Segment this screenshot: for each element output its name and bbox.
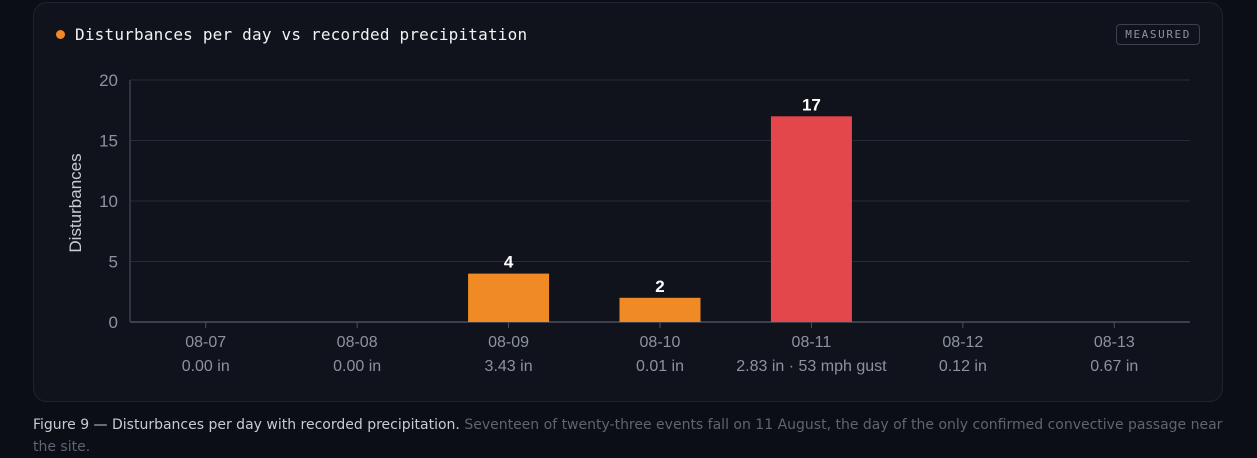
- bar: [468, 273, 550, 322]
- x-tick-label: 08-08: [337, 334, 378, 351]
- x-tick-label: 08-10: [640, 334, 681, 351]
- x-tick-label: 08-07: [185, 334, 226, 351]
- bar: [770, 116, 852, 322]
- y-tick-label: 20: [99, 71, 118, 90]
- y-tick-label: 5: [109, 253, 118, 272]
- chart-title: Disturbances per day vs recorded precipi…: [75, 25, 528, 44]
- y-axis-label: Disturbances: [66, 153, 85, 252]
- bar-chart: 0 5 10 15 20 Disturbances 08-07 0.00 in 08-08 0.0…: [66, 71, 1190, 375]
- y-tick-label: 0: [109, 313, 118, 332]
- chart-header: Disturbances per day vs recorded precipi…: [56, 25, 527, 44]
- y-tick-label: 15: [99, 132, 118, 151]
- caption-lead: Figure 9 — Disturbances per day with rec…: [33, 417, 460, 433]
- precipitation-label: 0.00 in: [182, 358, 230, 375]
- figure-caption: Figure 9 — Disturbances per day with rec…: [33, 414, 1223, 458]
- bar: [619, 297, 701, 322]
- precipitation-label: 0.00 in: [333, 358, 381, 375]
- bar-value-label: 17: [802, 95, 821, 114]
- x-tick-label: 08-09: [488, 334, 529, 351]
- precipitation-label: 2.83 in · 53 mph gust: [736, 358, 887, 375]
- measured-badge: MEASURED: [1116, 24, 1200, 45]
- precipitation-label: 0.01 in: [636, 358, 684, 375]
- chart-card: Disturbances per day vs recorded precipi…: [33, 2, 1223, 402]
- title-dot-icon: [56, 30, 65, 39]
- precipitation-label: 3.43 in: [485, 358, 533, 375]
- bar-value-label: 2: [655, 277, 664, 296]
- x-tick-label: 08-11: [792, 334, 832, 351]
- x-tick-label: 08-12: [942, 334, 983, 351]
- x-tick-label: 08-13: [1094, 334, 1135, 351]
- bar-value-label: 4: [504, 253, 514, 272]
- y-tick-label: 10: [99, 192, 118, 211]
- precipitation-label: 0.67 in: [1090, 358, 1138, 375]
- precipitation-label: 0.12 in: [939, 358, 987, 375]
